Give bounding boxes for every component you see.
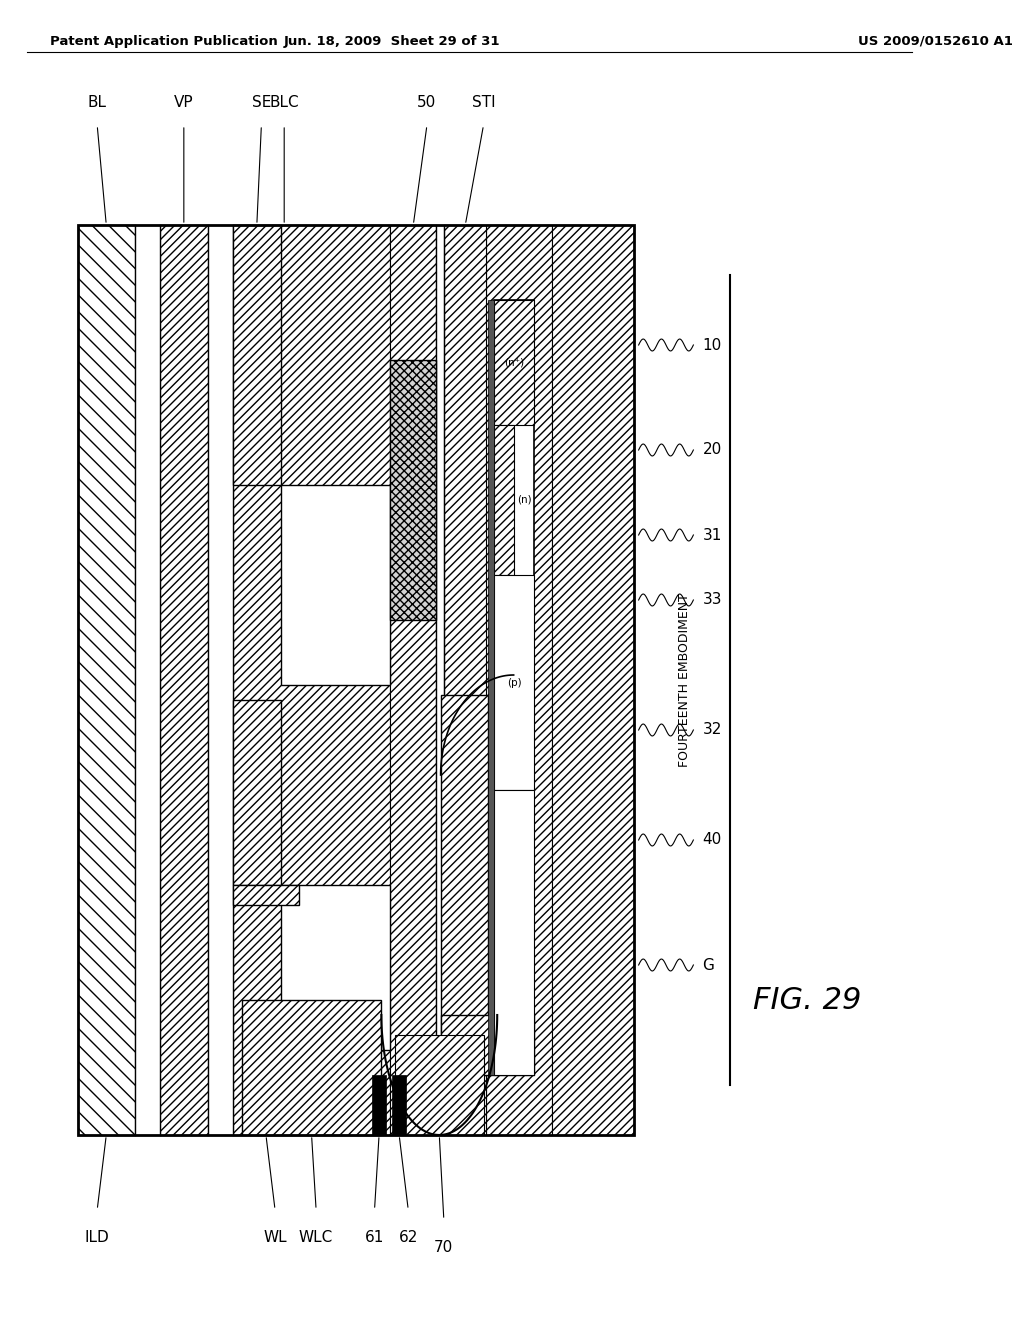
Bar [494,576,535,789]
Bar [494,300,535,425]
Bar [208,224,232,1135]
Bar [160,224,208,1135]
Bar [552,224,634,1135]
Text: STI: STI [472,95,496,110]
Text: SE: SE [252,95,271,110]
Text: (n⁺): (n⁺) [504,358,524,367]
Bar [486,224,552,1135]
Bar [232,700,281,884]
Text: (n): (n) [517,495,531,506]
Bar [392,1074,406,1135]
Bar [242,1001,381,1135]
Bar [281,884,390,1049]
Bar [440,1015,535,1074]
Text: 61: 61 [365,1230,384,1245]
Bar [390,224,436,1135]
Bar [494,300,535,1074]
Text: FOURTEENTH EMBODIMENT: FOURTEENTH EMBODIMENT [678,593,691,767]
Text: 31: 31 [702,528,722,543]
Text: BLC: BLC [269,95,299,110]
Bar [78,224,135,1135]
Bar [634,224,907,1135]
Text: 70: 70 [434,1239,454,1255]
Bar [436,224,444,1135]
Text: 33: 33 [702,593,722,607]
Text: US 2009/0152610 A1: US 2009/0152610 A1 [857,36,1013,48]
Text: (p): (p) [507,677,521,688]
Text: WL: WL [263,1230,287,1245]
Text: Jun. 18, 2009  Sheet 29 of 31: Jun. 18, 2009 Sheet 29 of 31 [284,36,501,48]
Bar [440,696,488,1074]
Bar [494,425,514,576]
Text: Patent Application Publication: Patent Application Publication [50,36,278,48]
Text: FIG. 29: FIG. 29 [753,986,861,1015]
Text: 50: 50 [418,95,436,110]
Text: VP: VP [174,95,194,110]
Bar [373,1074,386,1135]
Bar [444,224,486,1135]
Bar [494,789,535,1074]
Bar [135,224,160,1135]
Bar [78,224,634,1135]
Bar [281,484,390,685]
Text: 20: 20 [702,442,722,458]
Bar [232,224,281,484]
Bar [488,300,494,1074]
Text: ILD: ILD [85,1230,110,1245]
Text: G: G [702,957,715,973]
Bar [78,224,634,1135]
Text: 32: 32 [702,722,722,738]
Text: BL: BL [88,95,106,110]
Bar [232,884,299,906]
Bar [390,360,436,620]
Bar [395,1035,483,1135]
Bar [232,224,390,1135]
Text: WLC: WLC [299,1230,333,1245]
Text: 10: 10 [702,338,722,352]
Text: 62: 62 [398,1230,418,1245]
Text: 40: 40 [702,833,722,847]
